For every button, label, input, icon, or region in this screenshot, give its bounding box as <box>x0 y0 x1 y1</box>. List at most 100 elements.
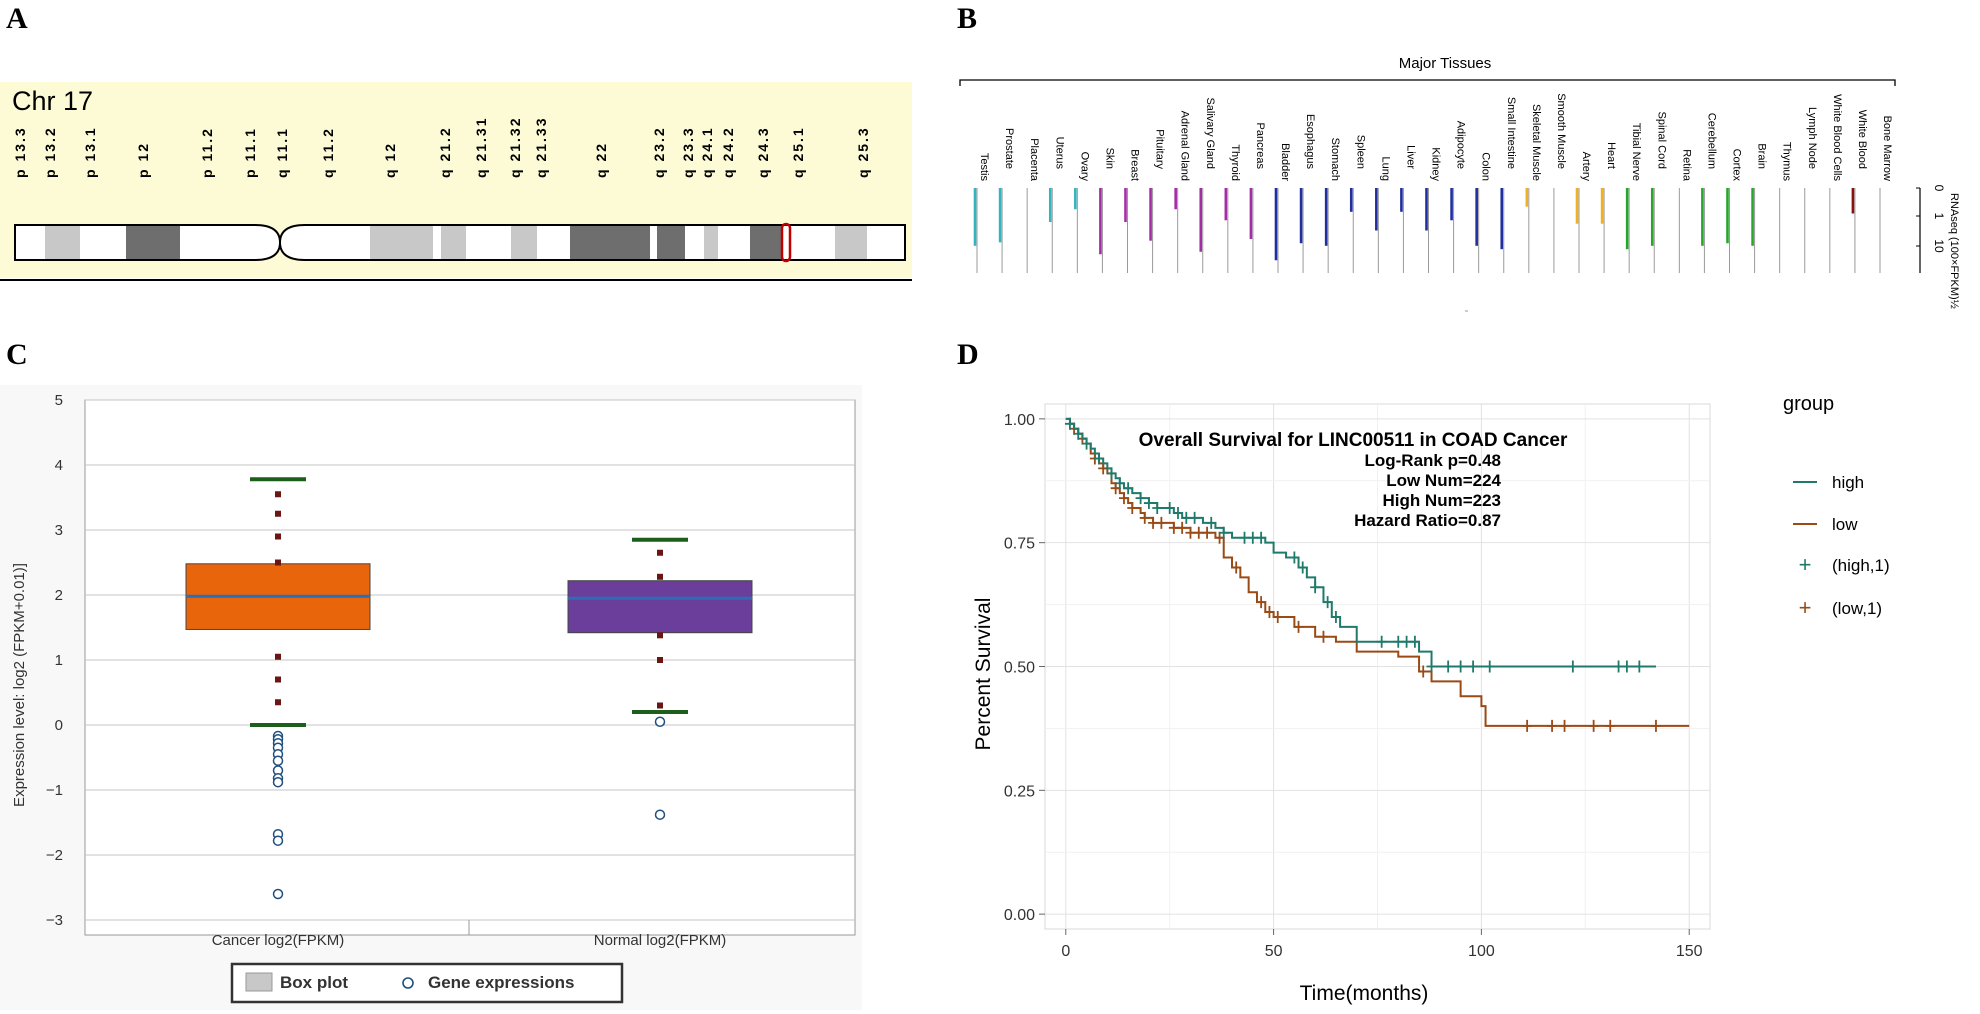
censor-high-11 <box>1173 506 1183 519</box>
tissue-label-white-blood: White Blood <box>1856 110 1868 169</box>
censor-high-32 <box>1484 660 1495 673</box>
censor-high-19 <box>1289 551 1300 564</box>
panel-label-b: B <box>957 2 978 35</box>
tissue-label-cerebellum: Cerebellum <box>1705 113 1717 169</box>
band-label-p13-3: p 13.3 <box>12 126 28 178</box>
cancer-whisker-dot-3 <box>275 559 281 566</box>
censor-high-27 <box>1409 635 1420 648</box>
c-tick-6: −1 <box>46 782 63 799</box>
tissue-label-esophagus: Esophagus <box>1304 114 1316 170</box>
survival-title: Overall Survival for LINC00511 in COAD C… <box>1139 430 1568 451</box>
normal-whisker-dot-1 <box>657 573 663 580</box>
band-label-p13-1: p 13.1 <box>82 126 98 178</box>
censor-high-24 <box>1376 635 1387 648</box>
d-ytick-4: 1.00 <box>1004 412 1035 429</box>
normal-whisker-dot-2 <box>657 632 663 639</box>
band-label-q24-1: q 24.1 <box>699 126 715 178</box>
censor-high-36 <box>1634 660 1645 673</box>
d-ytick-0: 0.00 <box>1004 907 1035 924</box>
legend-high-label: high <box>1832 473 1864 492</box>
d-x-label: Time(months) <box>1300 982 1429 1005</box>
normal-whisker-dot-4 <box>657 702 663 709</box>
tissue-label-ovary: Ovary <box>1078 152 1090 182</box>
tissue-label-testis: Testis <box>978 153 990 182</box>
censor-high-22 <box>1322 596 1333 609</box>
c-tick-2: 3 <box>55 522 63 539</box>
censor-high-6 <box>1123 482 1134 495</box>
censor-high-14 <box>1206 516 1217 529</box>
tissue-label-small-intestine: Small Intestine <box>1505 97 1517 169</box>
censor-low-25 <box>1559 719 1570 732</box>
tissue-label-liver: Liver <box>1404 145 1416 169</box>
censor-low-9 <box>1156 516 1167 529</box>
band-stain-6 <box>657 225 685 260</box>
d-ytick-1: 0.25 <box>1004 783 1035 800</box>
band-label-p13-2: p 13.2 <box>42 126 58 178</box>
cancer-whisker-dot-0 <box>275 491 281 498</box>
annotation-high-num: High Num=223 <box>1382 491 1501 510</box>
c-y-label: Expression level: log2 (FPKM+0.01)] <box>11 563 28 807</box>
band-label-q11-1: q 11.1 <box>274 127 290 178</box>
tissue-label-tibial-nerve: Tibial Nerve <box>1630 123 1642 181</box>
band-label-q23-3: q 23.3 <box>680 126 696 178</box>
tissue-label-stomach: Stomach <box>1329 138 1341 181</box>
band-label-q25-3: q 25.3 <box>855 126 871 178</box>
censor-low-6 <box>1127 502 1138 515</box>
band-label-q23-2: q 23.2 <box>651 126 667 178</box>
box-plot: Expression level: log2 (FPKM+0.01)] 5 4 3 2… <box>0 385 862 1010</box>
d-xtick-50: 50 <box>1265 943 1283 960</box>
censor-high-18 <box>1256 531 1267 544</box>
band-label-q25-1: q 25.1 <box>790 126 806 178</box>
normal-whisker-dot-3 <box>657 657 663 663</box>
censor-high-3 <box>1094 452 1105 465</box>
censor-low-24 <box>1547 719 1558 732</box>
cancer-outlier-8 <box>272 776 284 788</box>
panel-label-c: C <box>6 338 28 371</box>
tissue-label-bladder: Bladder <box>1279 143 1291 181</box>
tissues-bracket <box>959 79 1896 86</box>
censor-low-11 <box>1177 521 1188 534</box>
tissue-label-cortex: Cortex <box>1731 149 1743 182</box>
band-label-q12: q 12 <box>382 142 398 178</box>
censor-low-5 <box>1118 492 1129 505</box>
band-stain-3 <box>441 225 466 260</box>
survival-plot: 0 50 100 150 0.00 0.25 0.50 0.75 1.00 Overall Su… <box>972 393 1890 1005</box>
survival-legend: group high low + (high,1) + (low,1) <box>1783 393 1890 620</box>
censor-high-15 <box>1218 526 1229 539</box>
censor-high-29 <box>1443 660 1454 673</box>
tissue-label-skin: Skin <box>1103 148 1115 169</box>
annotation-hazard: Hazard Ratio=0.87 <box>1354 511 1501 530</box>
censor-high-8 <box>1143 497 1154 510</box>
censor-high-28 <box>1426 660 1437 673</box>
band-label-q21-31: q 21.31 <box>473 117 489 178</box>
normal-outlier-1 <box>654 809 666 820</box>
censor-low-7 <box>1139 511 1150 524</box>
cancer-whisker-dot-2 <box>275 533 281 540</box>
normal-outlier-0 <box>654 716 666 727</box>
band-label-q21-2: q 21.2 <box>437 126 453 178</box>
cancer-whisker-dot-5 <box>275 676 281 683</box>
band-label-q22: q 22 <box>593 142 609 178</box>
legend-low-censor-icon: + <box>1799 595 1812 620</box>
band-highlight-q25-1 <box>780 222 792 263</box>
censor-low-14 <box>1202 526 1213 539</box>
censor-high-7 <box>1135 492 1146 505</box>
censor-low-27 <box>1605 719 1616 732</box>
chromosome-outline <box>14 224 906 261</box>
normal-whisker-dot-0 <box>657 549 663 556</box>
censor-high-13 <box>1189 511 1200 524</box>
c-tick-1: 4 <box>55 457 63 474</box>
censor-high-33 <box>1567 660 1578 673</box>
normal-box <box>567 580 753 634</box>
tissue-label-colon: Colon <box>1480 152 1492 181</box>
b-tick-10: 10 <box>1932 239 1946 253</box>
tissue-label-breast: Breast <box>1129 149 1141 181</box>
legend-low-censor-label: (low,1) <box>1832 599 1882 618</box>
tissue-label-smooth-muscle: Smooth Muscle <box>1555 93 1567 169</box>
cancer-whisker-dot-6 <box>275 699 281 706</box>
censor-high-4 <box>1106 467 1117 480</box>
tissue-label-bone-marrow: Bone Marrow <box>1881 116 1893 181</box>
censor-high-10 <box>1164 502 1175 515</box>
band-label-p11-1: p 11.1 <box>242 127 258 178</box>
band-stain-8 <box>750 225 783 260</box>
